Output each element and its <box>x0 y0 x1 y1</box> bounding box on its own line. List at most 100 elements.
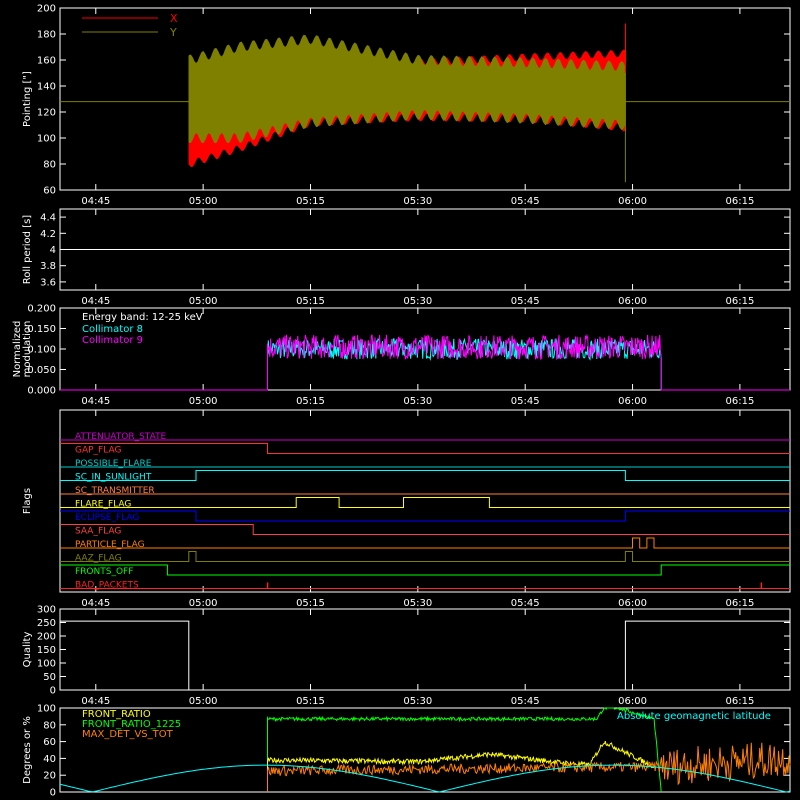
roll-ytick-label: 3.6 <box>40 277 56 288</box>
modulation-legend-label: Collimator 9 <box>82 335 143 346</box>
pointing-ytick-label: 60 <box>43 186 56 197</box>
flags-ylabel: Flags <box>22 488 33 514</box>
pointing-xtick-label: 05:00 <box>189 196 218 207</box>
flag-line <box>60 470 790 481</box>
pointing-ytick-label: 200 <box>37 4 56 15</box>
pointing-xtick-label: 06:00 <box>618 196 647 207</box>
quality-xtick-label: 05:45 <box>511 696 540 707</box>
roll-ytick-label: 3.8 <box>40 261 56 272</box>
modulation-ylabel: Normalized <box>12 321 23 378</box>
flag-line <box>60 524 790 535</box>
ratios-legend-label: MAX_DET_VS_TOT <box>82 729 174 740</box>
ratios-legend-label: FRONT_RATIO_1225 <box>82 719 181 730</box>
flag-line <box>60 443 790 454</box>
roll-ytick-label: 4.2 <box>40 229 56 240</box>
pointing-ylabel: Pointing ["] <box>22 71 33 127</box>
ratios-panel: 0 20 40 60 80 100 Degrees or % FRONT_RATIOFRONT… <box>22 704 791 799</box>
ratios-series <box>267 740 655 792</box>
flags-xtick-label: 05:30 <box>403 598 432 609</box>
quality-ytick-label: 0 <box>50 686 56 697</box>
modulation-xtick-label: 05:00 <box>189 396 218 407</box>
modulation-series-9 <box>60 333 790 391</box>
flag-line <box>60 551 790 562</box>
flag-line <box>60 497 790 508</box>
quality-ytick-label: 300 <box>37 605 56 616</box>
modulation-legend-label: Collimator 8 <box>82 324 143 335</box>
quality-ytick-label: 100 <box>37 659 56 670</box>
pointing-xtick-label: 05:15 <box>296 196 325 207</box>
plot-stack: 04:45 05:00 05:15 05:30 05:45 06:00 06:15 60 80 1… <box>12 4 791 799</box>
modulation-ytick-label: 0.100 <box>27 345 56 356</box>
pointing-ytick-label: 180 <box>37 30 56 41</box>
ratios-ytick-label: 20 <box>43 771 56 782</box>
ratios-annotation: Absolute geomagnetic latitude <box>617 711 771 722</box>
modulation-xtick-label: 05:15 <box>296 396 325 407</box>
modulation-panel: 04:45 05:00 05:15 05:30 05:45 06:00 06:15 0.000… <box>12 304 791 407</box>
flag-line <box>60 564 790 576</box>
flag-label: SC_TRANSMITTER <box>75 486 155 496</box>
modulation-series-8 <box>60 337 790 391</box>
pointing-ytick-label: 160 <box>37 56 56 67</box>
flags-xtick-label: 05:45 <box>511 598 540 609</box>
pointing-xtick-label: 05:30 <box>403 196 432 207</box>
modulation-xtick-label: 06:00 <box>618 396 647 407</box>
roll-panel: 04:45 05:00 05:15 05:30 05:45 06:00 06:15 3.6 3.… <box>22 208 791 307</box>
pointing-ytick-label: 120 <box>37 108 56 119</box>
pointing-ytick-label: 80 <box>43 160 56 171</box>
pointing-frame <box>59 7 791 191</box>
quality-ytick-label: 50 <box>43 672 56 683</box>
modulation-xtick-label: 06:15 <box>725 396 754 407</box>
modulation-xtick-label: 05:30 <box>403 396 432 407</box>
pointing-xtick-label: 04:45 <box>81 196 110 207</box>
quality-ytick-label: 150 <box>37 645 56 656</box>
flags-frame <box>59 409 791 593</box>
roll-ytick-label: 4 <box>50 245 56 256</box>
quality-xtick-label: 05:30 <box>403 696 432 707</box>
roll-xtick-label: 05:15 <box>296 296 325 307</box>
flag-label: GAP_FLAG <box>75 446 121 456</box>
flags-xtick-label: 05:00 <box>189 598 218 609</box>
pointing-xtick-label: 05:45 <box>511 196 540 207</box>
flag-label: SAA_FLAG <box>75 527 121 537</box>
pointing-legend-label: Y <box>169 26 177 39</box>
quality-xtick-label: 06:00 <box>618 696 647 707</box>
pointing-ytick-label: 140 <box>37 82 56 93</box>
roll-xtick-label: 05:45 <box>511 296 540 307</box>
ratios-ytick-label: 80 <box>43 720 56 731</box>
quality-panel: 04:45 05:00 05:15 05:30 05:45 06:00 06:15 0 50 10… <box>22 605 791 707</box>
quality-xtick-label: 06:15 <box>725 696 754 707</box>
flag-label: FRONTS_OFF <box>75 567 133 577</box>
quality-ytick-label: 200 <box>37 632 56 643</box>
modulation-ytick-label: 0.000 <box>27 386 56 397</box>
flag-label: POSSIBLE_FLARE <box>75 459 152 469</box>
roll-ylabel: Roll period [s] <box>22 215 33 284</box>
quality-xtick-label: 05:15 <box>296 696 325 707</box>
flag-label: FLARE_FLAG <box>75 500 131 510</box>
modulation-xtick-label: 05:45 <box>511 396 540 407</box>
modulation-ylabel: modulation <box>22 321 33 378</box>
modulation-xtick-label: 04:45 <box>81 396 110 407</box>
pointing-band-y <box>188 34 626 144</box>
ratios-ytick-label: 100 <box>37 704 56 715</box>
flag-line <box>60 510 790 522</box>
flag-label: SC_IN_SUNLIGHT <box>75 473 152 483</box>
flags-xtick-label: 05:15 <box>296 598 325 609</box>
ratios-series <box>267 742 791 792</box>
ratios-ytick-label: 40 <box>43 754 56 765</box>
quality-ytick-label: 250 <box>37 618 56 629</box>
flag-label: BAD_PACKETS <box>75 581 139 591</box>
flag-line <box>60 537 790 549</box>
modulation-annotation: Energy band: 12-25 keV <box>82 312 203 323</box>
ratios-legend-label: FRONT_RATIO <box>82 709 151 720</box>
quality-line <box>60 620 790 691</box>
modulation-ytick-label: 0.150 <box>27 324 56 335</box>
flag-label: PARTICLE_FLAG <box>75 540 145 550</box>
pointing-panel: 04:45 05:00 05:15 05:30 05:45 06:00 06:15 60 80 1… <box>22 4 791 207</box>
flag-label: ECLIPSE_FLAG <box>75 513 139 523</box>
ratios-ylabel: Degrees or % <box>22 716 33 784</box>
roll-xtick-label: 06:00 <box>618 296 647 307</box>
flags-panel: 04:45 05:00 05:15 05:30 05:45 06:00 06:15 Flags… <box>22 409 791 609</box>
roll-xtick-label: 06:15 <box>725 296 754 307</box>
ratios-frame <box>59 707 791 793</box>
